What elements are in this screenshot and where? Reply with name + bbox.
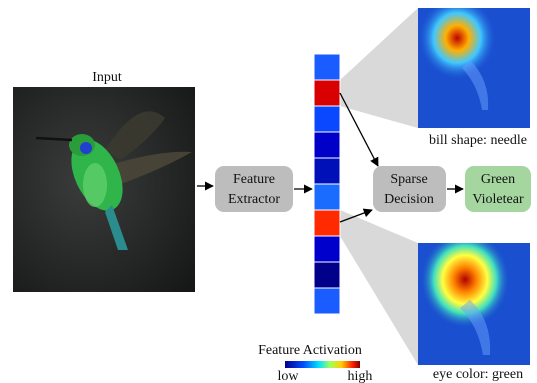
feature-vector bbox=[314, 54, 340, 314]
concept-label: bill shape: needle bbox=[429, 133, 527, 148]
diagram: Input Feature Extractor Sparse Decision … bbox=[0, 0, 537, 383]
wedge bbox=[340, 8, 418, 128]
node-label: Feature bbox=[233, 172, 275, 187]
input-label: Input bbox=[92, 70, 122, 85]
wedge bbox=[340, 210, 418, 365]
heatmap bbox=[418, 8, 530, 128]
node-label: Decision bbox=[384, 192, 434, 207]
input-image bbox=[13, 87, 195, 292]
heatmap bbox=[418, 243, 530, 365]
colorbar-high: high bbox=[348, 369, 373, 383]
node-label: Green bbox=[481, 172, 515, 187]
node-label: Extractor bbox=[228, 192, 280, 207]
colorbar-low: low bbox=[278, 369, 300, 383]
node-label: Violetear bbox=[472, 192, 524, 207]
colorbar bbox=[285, 361, 360, 368]
colorbar-title: Feature Activation bbox=[258, 343, 362, 358]
node-label: Sparse bbox=[390, 172, 427, 187]
concept-label: eye color: green bbox=[433, 367, 523, 382]
